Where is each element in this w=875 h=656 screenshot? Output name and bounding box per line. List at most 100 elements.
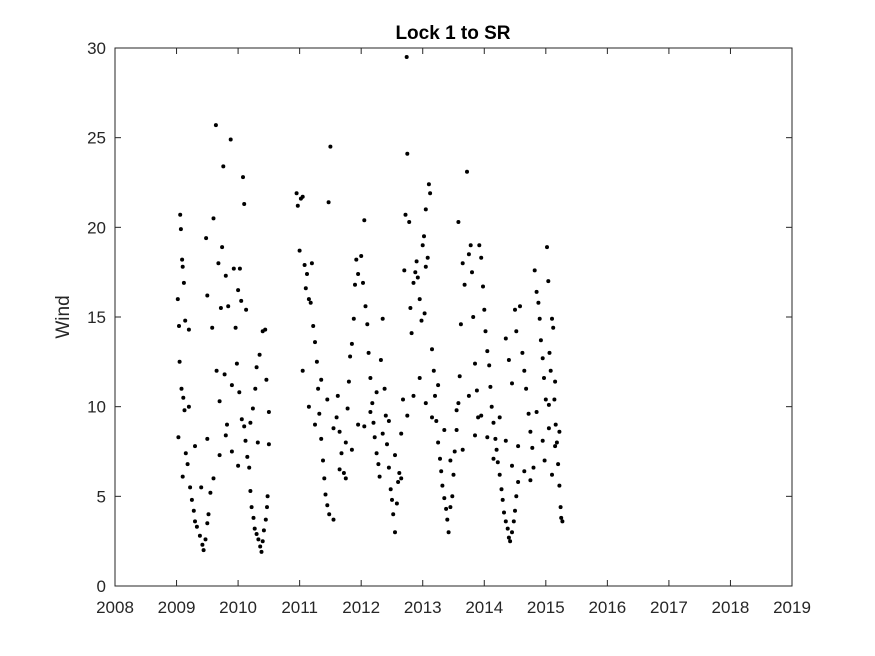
data-point xyxy=(211,216,216,221)
y-tick-label: 0 xyxy=(97,577,106,596)
data-point xyxy=(404,55,409,59)
data-point xyxy=(313,340,317,345)
data-point xyxy=(473,433,477,438)
x-tick-label: 2008 xyxy=(96,598,134,617)
data-point xyxy=(265,505,269,510)
data-point xyxy=(430,415,434,420)
data-point xyxy=(550,316,554,321)
data-point xyxy=(186,404,191,409)
data-point xyxy=(214,368,219,373)
data-point xyxy=(237,266,242,271)
data-point xyxy=(179,386,184,391)
data-point xyxy=(233,325,238,330)
data-point xyxy=(211,476,216,481)
data-point xyxy=(228,137,233,142)
data-point xyxy=(524,386,529,391)
data-point xyxy=(542,376,546,380)
data-point xyxy=(430,347,434,352)
data-point xyxy=(448,458,453,463)
data-point xyxy=(244,307,249,312)
y-tick-label: 10 xyxy=(87,398,106,417)
data-point xyxy=(444,506,449,511)
data-point xyxy=(534,289,539,294)
data-point xyxy=(506,535,511,540)
data-point xyxy=(295,203,300,208)
data-point xyxy=(399,431,404,436)
x-tick-label: 2010 xyxy=(219,598,257,617)
data-point xyxy=(183,451,188,456)
data-point xyxy=(483,329,488,334)
data-point xyxy=(413,270,418,275)
data-point xyxy=(343,476,348,481)
data-point xyxy=(440,483,445,488)
data-point xyxy=(546,426,551,431)
data-point xyxy=(331,517,336,522)
data-point xyxy=(220,245,225,250)
x-tick-label: 2016 xyxy=(588,598,626,617)
data-point xyxy=(177,324,181,328)
data-point xyxy=(546,402,551,407)
data-point xyxy=(534,410,539,414)
data-point xyxy=(261,528,266,533)
data-point xyxy=(374,390,379,395)
y-tick-label: 25 xyxy=(87,129,106,148)
data-point xyxy=(185,462,190,467)
data-point xyxy=(321,458,325,463)
data-point xyxy=(356,272,361,276)
data-point xyxy=(510,381,514,386)
data-point xyxy=(221,164,226,169)
data-point xyxy=(189,497,194,502)
x-tick-label: 2015 xyxy=(527,598,565,617)
data-point xyxy=(552,397,557,402)
data-point xyxy=(175,297,180,302)
data-point xyxy=(500,497,505,502)
data-point xyxy=(405,151,410,156)
data-point xyxy=(540,356,545,361)
data-point xyxy=(313,422,317,427)
data-point xyxy=(193,444,197,449)
data-point xyxy=(481,284,485,289)
data-point xyxy=(306,297,311,302)
data-point xyxy=(331,426,336,431)
data-point xyxy=(409,331,414,336)
data-point xyxy=(370,401,375,406)
data-point xyxy=(407,220,412,224)
data-point xyxy=(208,490,213,495)
data-point xyxy=(251,515,256,520)
data-point xyxy=(349,447,354,452)
data-point xyxy=(218,306,223,310)
data-point xyxy=(300,194,305,199)
data-point xyxy=(204,236,209,241)
data-point xyxy=(180,474,185,479)
data-point xyxy=(223,433,228,438)
data-point xyxy=(513,307,517,312)
data-point xyxy=(362,424,367,429)
data-point xyxy=(319,377,324,382)
data-point xyxy=(363,304,368,309)
data-point xyxy=(317,411,322,416)
data-point xyxy=(557,429,562,434)
data-point xyxy=(391,512,396,517)
data-point xyxy=(305,272,309,276)
data-point xyxy=(205,293,210,298)
data-point xyxy=(239,298,244,303)
data-point xyxy=(316,386,321,391)
data-point xyxy=(365,322,370,327)
data-point xyxy=(531,465,536,470)
data-point xyxy=(423,207,428,212)
data-point xyxy=(178,212,183,217)
data-point xyxy=(385,442,389,447)
data-point xyxy=(252,526,257,531)
data-point xyxy=(417,297,422,302)
data-point xyxy=(528,429,533,434)
data-point xyxy=(265,494,270,499)
data-point xyxy=(397,471,402,475)
data-point xyxy=(560,519,565,524)
x-tick-label: 2019 xyxy=(773,598,811,617)
data-point xyxy=(485,435,490,440)
y-tick-label: 20 xyxy=(87,218,106,237)
data-point xyxy=(482,307,487,312)
data-point xyxy=(386,465,391,470)
data-point xyxy=(243,438,248,443)
